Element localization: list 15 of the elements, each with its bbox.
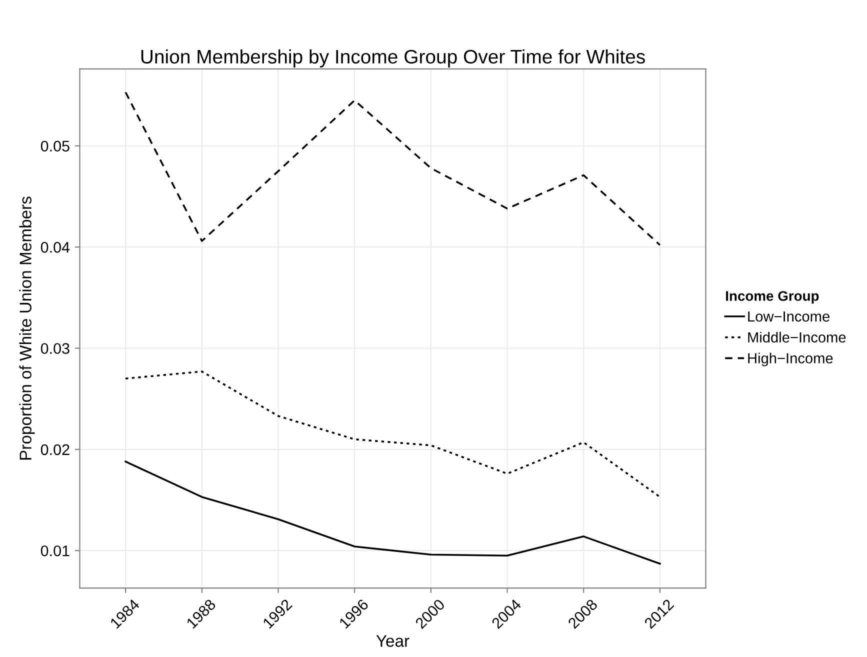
line-series <box>124 370 661 498</box>
y-tick-label: 0.03 <box>40 343 70 354</box>
x-axis-title: Year <box>376 635 410 647</box>
y-tick-label: 0.01 <box>40 545 70 556</box>
y-tick-label: 0.02 <box>40 444 70 456</box>
legend-label: Middle−Income <box>748 332 846 343</box>
y-tick-label: 0.05 <box>40 140 70 152</box>
legend-title: Income Group <box>726 291 819 304</box>
legend-label: High−Income <box>748 352 833 366</box>
line-series <box>124 91 661 246</box>
y-tick-label: 0.04 <box>40 242 70 253</box>
line-series <box>124 460 661 565</box>
y-axis-title: Proportion of White Union Members <box>19 196 35 460</box>
chart-title: Union Membership by Income Group Over Time for Whites <box>141 49 645 68</box>
legend-label: Low−Income <box>748 311 830 322</box>
